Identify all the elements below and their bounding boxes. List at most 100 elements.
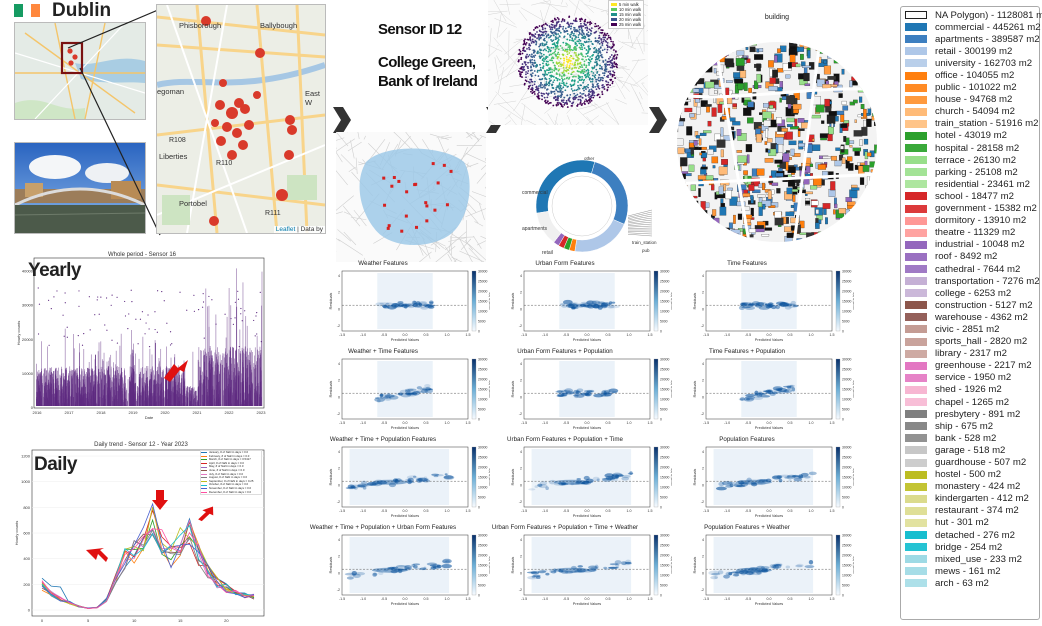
colorbar-tick: 20000 bbox=[478, 465, 488, 469]
residual-y-tick: 4 bbox=[520, 538, 522, 542]
residual-plot-graphic: -1.5 -1.0 -0.5 0.0 0.5 1.0 1.5 4 2 0 -2 Predicted V… bbox=[329, 533, 492, 606]
leaflet-link[interactable]: Leaflet bbox=[275, 226, 296, 233]
residual-x-tick: 1.5 bbox=[648, 333, 653, 337]
overview-map[interactable] bbox=[14, 22, 146, 120]
residual-x-tick: 1.0 bbox=[809, 421, 814, 425]
legend-label: retail - 300199 m2 bbox=[935, 45, 1013, 57]
residual-y-tick: 0 bbox=[520, 571, 522, 575]
residual-x-tick: 1.5 bbox=[648, 509, 653, 513]
pie-label-commercial: commercial bbox=[522, 190, 548, 196]
daily-legend-item: April, # of NaN in days = 0.0 bbox=[201, 462, 261, 466]
residual-y-tick: 2 bbox=[338, 467, 340, 471]
legend-swatch bbox=[905, 204, 927, 213]
colorbar-tick: 0 bbox=[660, 329, 662, 333]
walk-legend-item: 5 min walk bbox=[611, 2, 641, 7]
walk-legend-label: 20 min walk bbox=[619, 17, 642, 22]
residual-plot-title: Population Features bbox=[719, 436, 775, 443]
residual-plot: Weather + Time + Population Features -1.5… bbox=[308, 436, 492, 526]
residual-x-tick: -0.5 bbox=[381, 333, 387, 337]
place-portobello: Portobel bbox=[179, 199, 207, 208]
residual-xlabel: Predicted Values bbox=[391, 514, 420, 518]
sensor-area-graphic bbox=[336, 132, 486, 262]
residual-x-tick: 1.0 bbox=[445, 333, 450, 337]
colorbar-tick: 0 bbox=[478, 329, 480, 333]
residual-y-tick: 0 bbox=[338, 395, 340, 399]
residual-y-tick: 4 bbox=[702, 274, 704, 278]
colorbar-tick: 5000 bbox=[478, 319, 486, 323]
legend-swatch bbox=[905, 83, 927, 92]
legend-label: parking - 25108 m2 bbox=[935, 166, 1018, 178]
walk-legend-swatch bbox=[611, 3, 617, 6]
red-arrow-icon bbox=[164, 360, 188, 382]
building-map[interactable]: building bbox=[672, 14, 892, 260]
colorbar-tick: 0 bbox=[842, 417, 844, 421]
red-arrow-icon bbox=[198, 506, 214, 522]
residual-y-tick: 0 bbox=[702, 395, 704, 399]
walk-isochrone-map[interactable]: 5 min walk 10 min walk 15 min walk 20 min w… bbox=[488, 0, 648, 125]
sensor-id: Sensor ID 12 bbox=[378, 21, 462, 38]
colorbar-tick: 5000 bbox=[478, 583, 486, 587]
residual-y-tick: 0 bbox=[520, 483, 522, 487]
sensor-map-graphic bbox=[157, 5, 325, 233]
pie-label-retail: retail bbox=[542, 250, 553, 256]
pie-label-train-station: train_station bbox=[632, 240, 657, 245]
residual-x-tick: 1.5 bbox=[466, 597, 471, 601]
residual-plot-title: Weather Features bbox=[358, 260, 408, 267]
legend-label: hotel - 43019 m2 bbox=[935, 130, 1007, 142]
daily-legend-item: September, # of NaN in days = 0.25 bbox=[201, 480, 261, 484]
residual-y-tick: 0 bbox=[520, 395, 522, 399]
walk-legend-item: 15 min walk bbox=[611, 12, 641, 17]
legend-label: detached - 276 m2 bbox=[935, 529, 1016, 541]
colorbar-tick: 25000 bbox=[842, 543, 852, 547]
daily-y-tick: 200 bbox=[23, 582, 30, 587]
residual-plot-title: Urban Form Features + Population bbox=[517, 348, 613, 355]
colorbar-tick: 15000 bbox=[478, 387, 488, 391]
yearly-label: Yearly bbox=[28, 260, 82, 281]
residual-plot: Weather + Time + Population + Urban Form… bbox=[308, 524, 492, 614]
red-arrow-icon bbox=[152, 490, 168, 510]
colorbar-tick: 15000 bbox=[478, 563, 488, 567]
colorbar-tick: 25000 bbox=[478, 367, 488, 371]
residual-x-tick: 0.5 bbox=[424, 597, 429, 601]
colorbar-tick: 20000 bbox=[842, 377, 852, 381]
sensor-location-2: Bank of Ireland bbox=[378, 73, 478, 90]
legend-item: terrace - 26130 m2 bbox=[905, 154, 1035, 166]
colorbar-tick: 5000 bbox=[660, 407, 668, 411]
legend-swatch bbox=[905, 107, 927, 116]
place-r108: R108 bbox=[169, 137, 186, 144]
legend-swatch bbox=[905, 95, 927, 104]
place-r111: R111 bbox=[265, 210, 281, 217]
colorbar-tick: 5000 bbox=[842, 495, 850, 499]
sensor-area-map[interactable] bbox=[336, 132, 486, 262]
legend-swatch bbox=[905, 422, 927, 431]
residual-x-tick: 0.0 bbox=[585, 333, 590, 337]
arrow-right-icon bbox=[649, 107, 667, 133]
colorbar-tick: 20000 bbox=[478, 377, 488, 381]
residual-xlabel: Predicted Values bbox=[755, 514, 784, 518]
legend-label: commercial - 445261 m2 bbox=[935, 21, 1041, 33]
colorbar-tick: 20000 bbox=[660, 553, 670, 557]
residual-x-tick: 1.5 bbox=[830, 333, 835, 337]
sensor-map[interactable]: Phisborough Ballybough East W R108 Liber… bbox=[156, 4, 326, 234]
residual-xlabel: Predicted Values bbox=[391, 426, 420, 430]
residual-x-tick: 0.0 bbox=[403, 421, 408, 425]
colorbar-tick: 0 bbox=[660, 417, 662, 421]
daily-y-tick: 800 bbox=[23, 505, 30, 510]
colorbar-tick: 10000 bbox=[842, 397, 852, 401]
residual-y-tick: -2 bbox=[519, 500, 522, 504]
yearly-y-tick: 10000 bbox=[22, 371, 34, 376]
colorbar-label: count in bin bbox=[852, 292, 854, 309]
residual-x-tick: -0.5 bbox=[745, 421, 751, 425]
donut-segment bbox=[535, 159, 596, 214]
daily-legend-item: October, # of NaN in days = 0.0 bbox=[201, 483, 261, 487]
legend-swatch bbox=[905, 543, 927, 552]
residual-xlabel: Predicted Values bbox=[391, 602, 420, 606]
legend-swatch bbox=[905, 482, 927, 491]
daily-legend-item: November, # of NaN in days = 0.0 bbox=[201, 487, 261, 491]
residual-x-tick: 1.5 bbox=[830, 509, 835, 513]
legend-item: hut - 301 m2 bbox=[905, 517, 1035, 529]
legend-label: bank - 528 m2 bbox=[935, 432, 997, 444]
colorbar-tick: 20000 bbox=[478, 289, 488, 293]
legend-item: dormitory - 13910 m2 bbox=[905, 215, 1035, 227]
legend-swatch bbox=[905, 325, 927, 334]
